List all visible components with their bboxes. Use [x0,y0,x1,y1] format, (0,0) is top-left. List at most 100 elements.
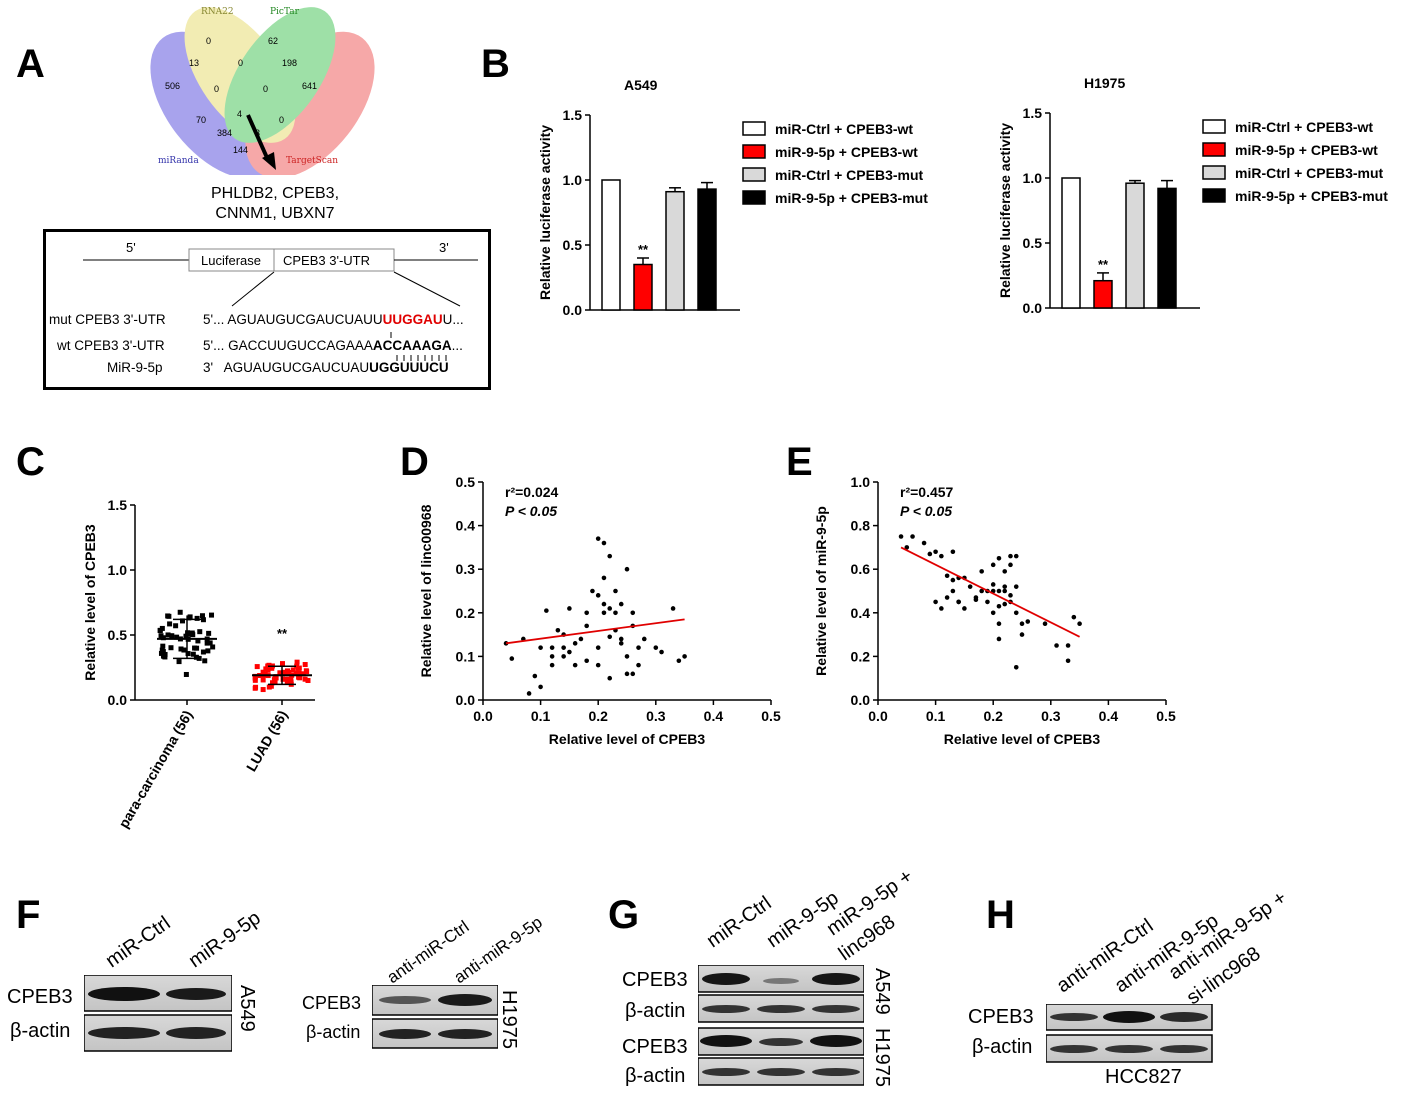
data-point [296,670,302,676]
band [702,1068,750,1076]
data-point [300,671,306,677]
band [379,996,431,1004]
y-tick-label: 0.5 [456,474,476,490]
panel-label-f: F [16,893,41,937]
data-point [561,645,566,650]
x-tick-label: para-carcinoma (56) [115,708,195,831]
data-point [618,636,624,642]
data-point [572,641,578,646]
data-point [956,599,961,605]
data-point [630,671,636,677]
panel-label-h: H [986,893,1015,937]
data-point [260,687,266,693]
data-point [294,663,300,669]
x-tick-label: 0.2 [588,708,608,724]
legend-swatch [742,144,766,159]
data-point [996,636,1002,642]
data-point [595,593,601,598]
data-point [294,659,300,665]
bar [633,263,653,311]
data-point [921,540,927,546]
band [759,1038,803,1046]
blot-h [1046,1004,1213,1063]
significance-label: ** [1098,257,1109,272]
mut-utr-label: mut CPEB3 3'-UTR [49,312,166,327]
data-point [277,670,283,676]
legend-swatch [1202,142,1226,157]
data-point [979,569,984,574]
data-point [268,683,274,689]
data-point [549,662,555,668]
y-tick-label: 0.0 [456,692,476,708]
data-point [927,551,933,557]
data-point [265,667,271,673]
p-value-label: P < 0.05 [900,503,952,519]
data-point [187,614,193,620]
legend-label: miR-9-5p + CPEB3-mut [775,190,928,206]
band [763,978,799,984]
data-point [173,623,179,629]
data-point [567,649,572,655]
data-point [653,645,659,650]
bar [1125,182,1145,309]
data-point [185,651,191,657]
legend-label: miR-Ctrl + CPEB3-mut [1235,165,1384,181]
band [1050,1045,1098,1053]
legend-label: miR-Ctrl + CPEB3-mut [775,167,924,183]
data-point [939,553,944,559]
wt-utr-sequence: 5'... GACCUUGUCCAGAAAACCAAAGA... [203,338,463,353]
data-point [979,588,984,594]
data-point [189,630,195,636]
x-tick-label: 0.2 [983,708,1003,724]
data-point [186,631,192,637]
panel-label-b: B [481,42,510,86]
legend-label: miR-9-5p + CPEB3-wt [775,144,918,160]
y-tick-label: 1.5 [563,107,583,123]
band [702,1005,750,1013]
data-point [933,599,938,605]
data-point [260,677,266,683]
venn-count: 0 [279,115,284,125]
chart-b-a549: A549 0.0 0.5 1.0 1.5 Relative luciferase acti… [537,77,928,318]
data-point [168,645,174,651]
band [1105,1045,1153,1053]
y-tick-label: 1.0 [108,562,128,578]
three-prime-label: 3' [439,240,449,255]
chart-c: 0.0 0.5 1.0 1.5 Relative level of CPEB3 para-… [82,497,315,831]
y-tick-label: 0.2 [456,605,476,621]
row-label-cpeb3: CPEB3 [622,969,688,991]
data-point [996,556,1002,561]
y-axis-label: Relative level of linc00968 [418,504,434,677]
data-point [996,603,1002,609]
band [757,1068,805,1076]
data-point [607,675,613,681]
y-axis-label: Relative luciferase activity [537,125,553,300]
data-point [996,588,1002,594]
y-tick-label: 0.4 [456,518,476,534]
band [812,973,860,985]
y-tick-label: 1.5 [108,497,128,513]
cell-line-hcc827: HCC827 [1105,1066,1182,1088]
venn-count: 0 [206,36,211,46]
data-point [157,627,163,633]
chart-title: H1975 [1084,75,1125,91]
bar [1157,187,1177,309]
panel-label-c: C [16,440,45,484]
mut-mutated-bases: UUGGAU [382,312,443,327]
band [810,1035,862,1047]
band [1160,1012,1208,1022]
data-point [676,658,682,664]
data-point [193,654,199,660]
construct-diagram: 5' 3' Luciferase CPEB3 3'-UTR [83,240,478,361]
venn-ellipse-pictar [224,7,336,143]
data-point [561,654,566,659]
data-point [584,658,589,664]
data-point [601,601,607,607]
legend-label: miR-Ctrl + CPEB3-wt [1235,119,1373,135]
utr-label: CPEB3 3'-UTR [283,253,370,268]
data-point [302,676,308,682]
data-point [898,534,904,539]
panel-label-a: A [16,42,45,86]
wt-suffix: ... [451,338,463,353]
data-point [165,613,171,619]
